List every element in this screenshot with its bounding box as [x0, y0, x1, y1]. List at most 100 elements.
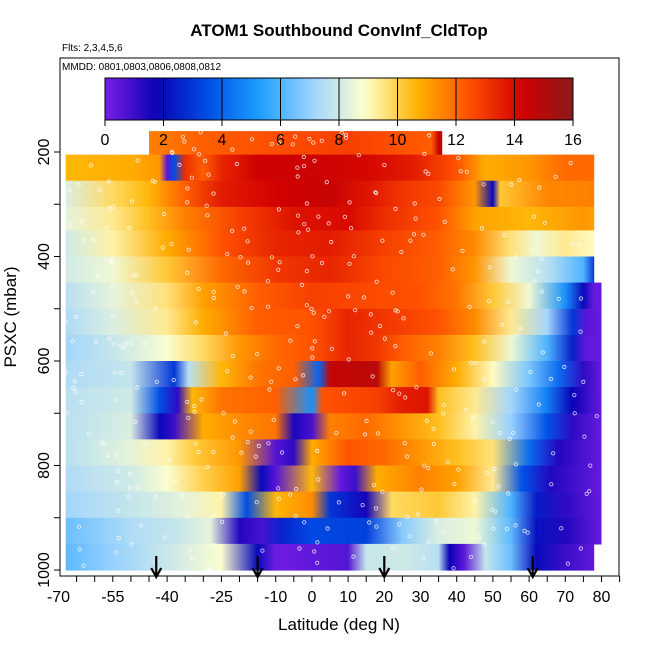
observation-marker: [115, 479, 120, 485]
observation-marker: [397, 391, 402, 396]
observation-marker: [204, 203, 209, 208]
observation-marker: [441, 529, 446, 534]
heatmap-band: [65, 517, 602, 545]
observation-marker: [342, 214, 347, 219]
observation-marker: [559, 526, 564, 531]
observation-marker: [256, 443, 261, 448]
observation-marker: [549, 482, 554, 487]
observation-marker: [397, 522, 402, 527]
observation-marker: [539, 257, 544, 262]
x-tick-label: 70: [556, 589, 574, 606]
observation-marker: [428, 351, 433, 356]
observation-marker: [129, 542, 134, 547]
observation-marker: [304, 268, 309, 274]
observation-marker: [309, 306, 314, 311]
observation-marker: [295, 213, 301, 218]
observation-marker: [290, 142, 295, 147]
observation-marker: [362, 432, 368, 437]
observation-marker: [231, 354, 236, 359]
observation-marker: [565, 561, 571, 566]
observation-marker: [391, 545, 396, 550]
observation-marker: [67, 188, 72, 193]
observation-marker: [426, 171, 431, 176]
observation-marker: [111, 341, 116, 347]
observation-marker: [522, 528, 527, 534]
observation-marker: [104, 225, 109, 230]
observation-marker: [374, 190, 379, 196]
observation-marker: [127, 485, 132, 490]
heatmap-band: [65, 282, 602, 310]
observation-marker: [79, 218, 84, 224]
x-tick-label: -55: [101, 589, 124, 606]
observation-marker: [242, 226, 247, 231]
observation-marker: [570, 241, 576, 246]
observation-marker: [76, 182, 81, 187]
y-tick-label: 600: [36, 348, 53, 375]
observation-marker: [150, 178, 155, 183]
observation-marker: [134, 273, 139, 278]
observation-marker: [101, 441, 106, 446]
observation-marker: [235, 284, 240, 289]
observation-marker: [578, 546, 583, 551]
observation-marker: [369, 330, 374, 335]
y-tick-label: 1000: [36, 552, 53, 588]
observation-marker: [423, 169, 428, 174]
observation-marker: [325, 526, 330, 531]
observation-marker: [336, 500, 341, 505]
x-tick-label: -10: [264, 589, 287, 606]
observation-marker: [302, 520, 307, 525]
observation-marker: [170, 150, 175, 155]
observation-marker: [65, 410, 70, 415]
observation-marker: [481, 376, 486, 382]
observation-marker: [187, 548, 192, 553]
observation-marker: [177, 162, 182, 167]
colorbar-tick-label: 0: [101, 132, 110, 149]
observation-marker: [431, 441, 436, 447]
heatmap-bands: [65, 131, 602, 571]
observation-marker: [490, 420, 495, 425]
arrow-marker-head: [526, 567, 539, 580]
observation-marker: [230, 147, 235, 152]
observation-marker: [514, 387, 519, 392]
observation-marker: [205, 213, 210, 218]
observation-marker: [143, 441, 148, 446]
observation-marker: [481, 182, 486, 187]
observation-marker: [301, 154, 306, 160]
observation-marker: [539, 289, 544, 294]
observation-marker: [207, 566, 212, 572]
observation-marker: [110, 204, 116, 209]
observation-marker: [479, 226, 484, 231]
observation-marker: [499, 322, 505, 327]
observation-marker: [382, 163, 387, 168]
observation-marker: [71, 385, 76, 390]
plot-frame: [59, 57, 620, 577]
observation-marker: [427, 133, 432, 138]
observation-marker: [380, 489, 385, 494]
observation-marker: [490, 507, 495, 512]
x-tick-label: -25: [210, 589, 233, 606]
heatmap-band: [65, 465, 602, 493]
observation-marker: [536, 402, 541, 407]
observation-marker: [245, 239, 250, 244]
observation-marker: [196, 449, 201, 455]
observation-marker: [116, 535, 121, 541]
colorbar-tick-label: 12: [447, 132, 465, 149]
observation-marker: [193, 441, 198, 446]
observation-marker: [266, 441, 271, 446]
observation-marker: [232, 419, 237, 424]
observation-marker: [99, 440, 104, 445]
observation-marker: [300, 373, 306, 378]
y-axis: 200 400 600 800 1000: [36, 139, 60, 588]
observation-marker: [390, 388, 396, 393]
observation-marker: [464, 169, 469, 174]
observation-marker: [304, 201, 309, 206]
observation-marker: [518, 326, 523, 331]
observation-marker: [95, 273, 100, 278]
observation-marker: [477, 534, 482, 540]
observation-marker: [319, 260, 325, 266]
observation-marker: [135, 158, 140, 163]
observation-marker: [532, 279, 537, 284]
observation-marker: [135, 385, 140, 390]
observation-marker: [469, 360, 474, 365]
observation-marker: [481, 542, 487, 547]
